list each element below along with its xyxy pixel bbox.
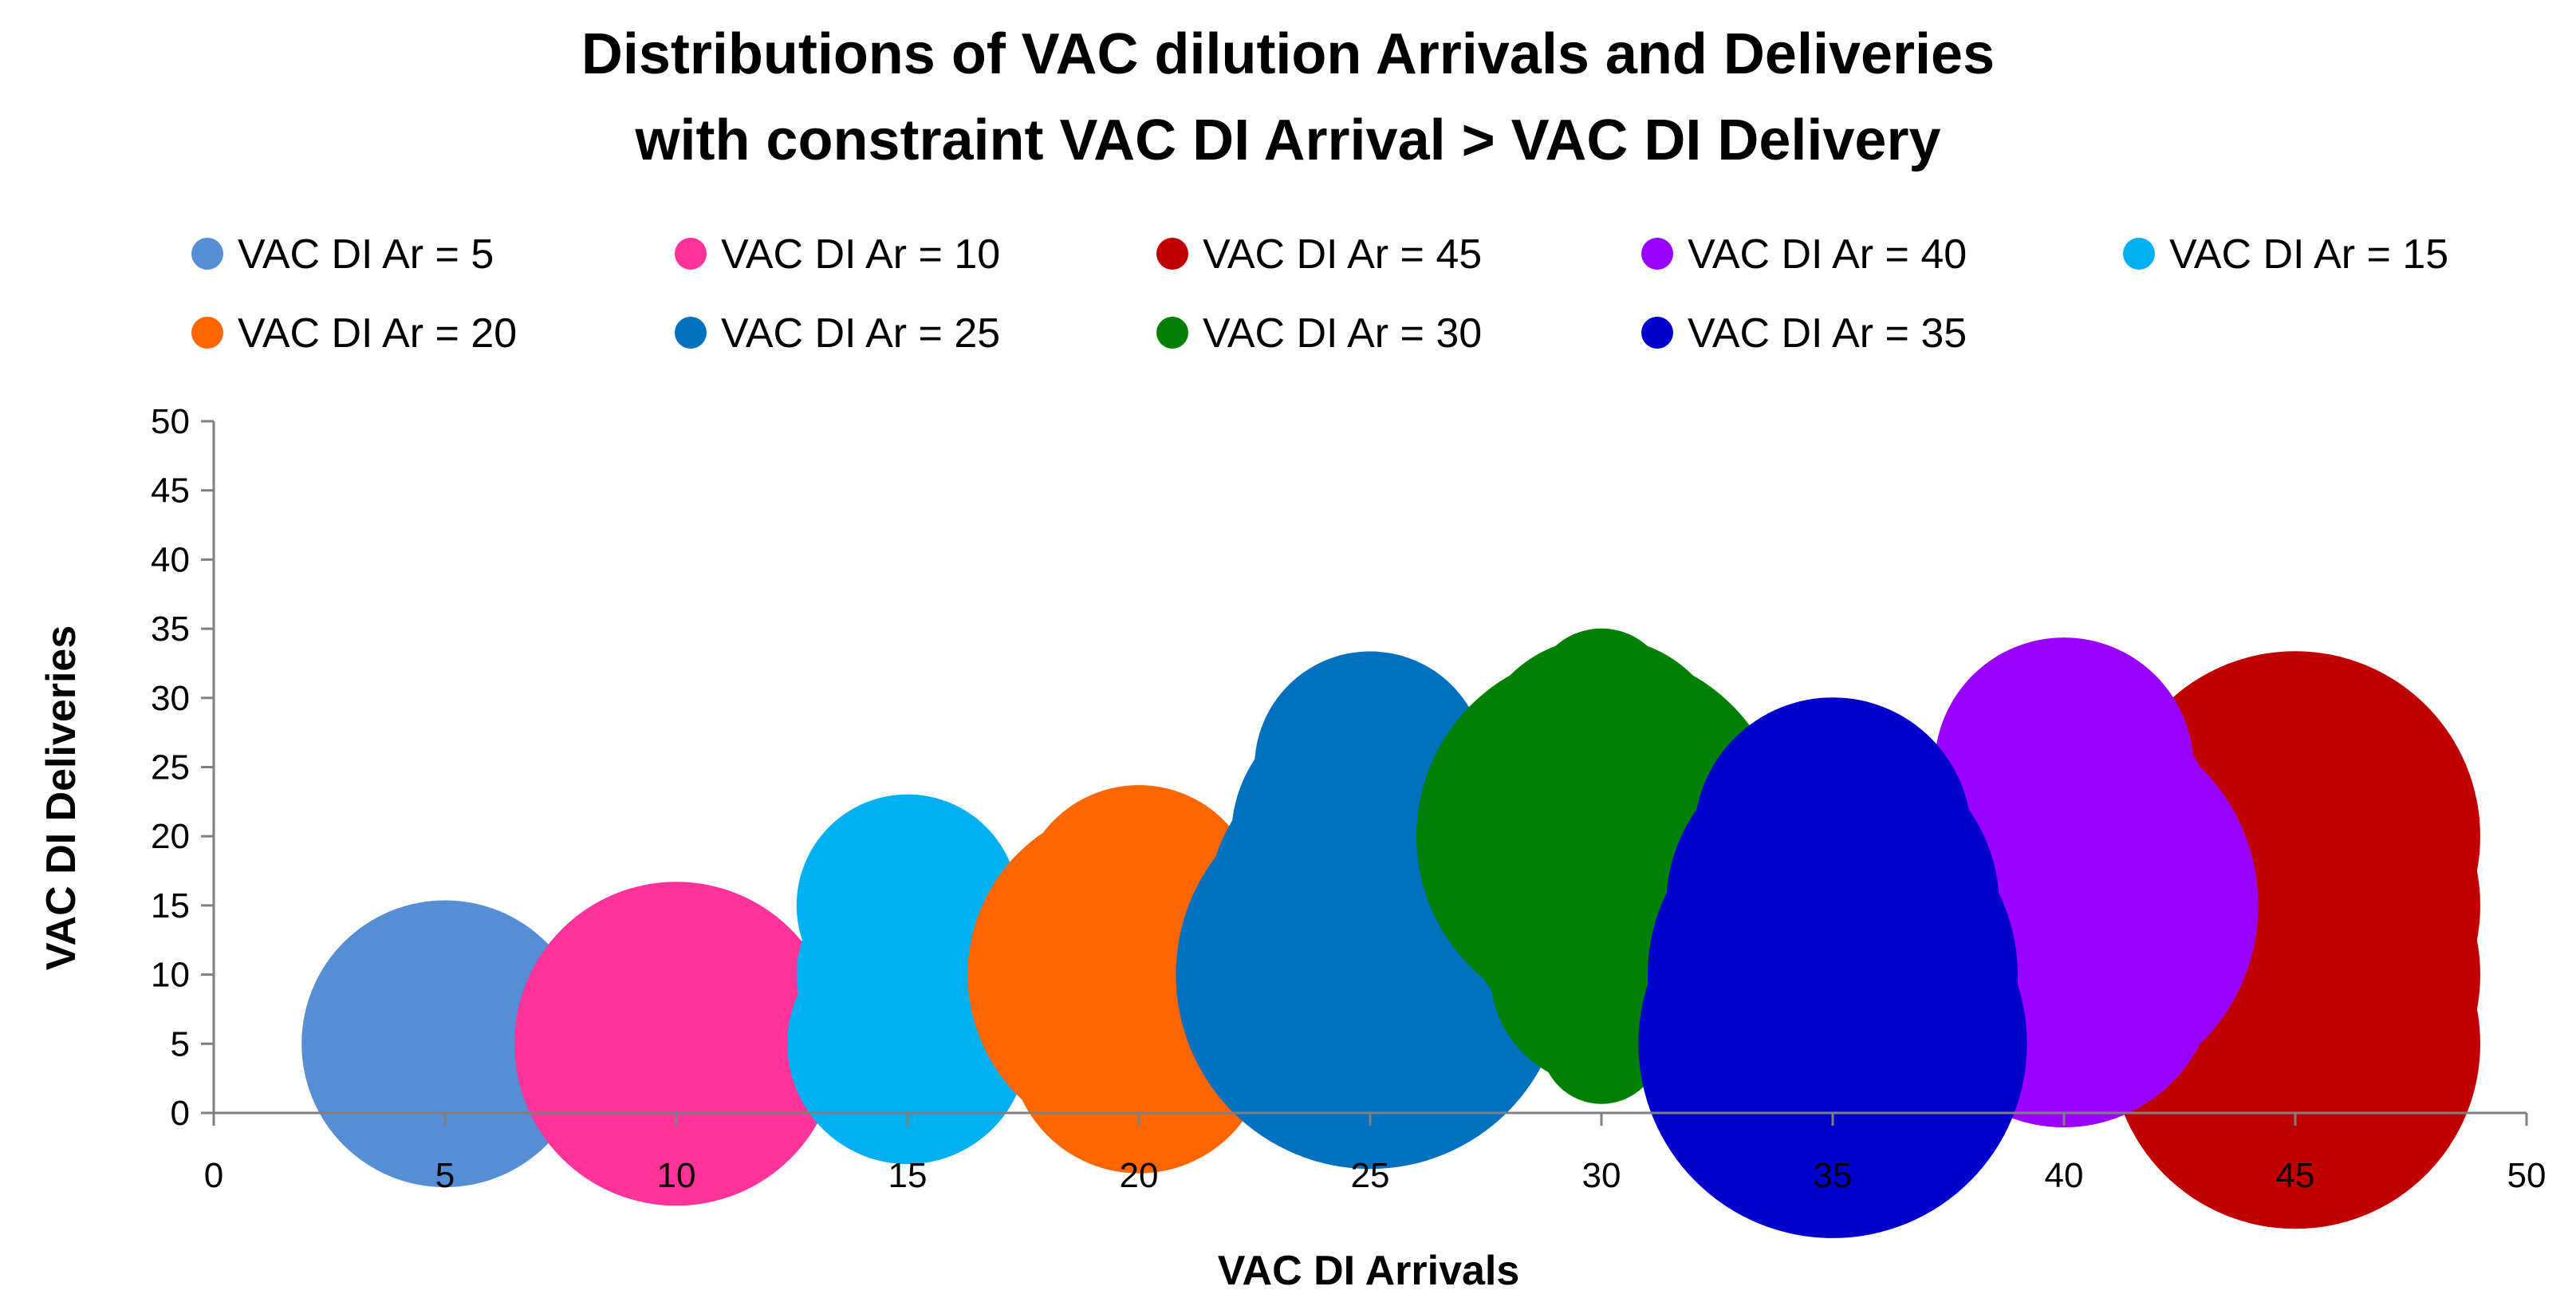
series-9: [1638, 697, 2027, 1238]
bubble-point: [301, 900, 589, 1188]
x-tick-label: 0: [204, 1156, 223, 1195]
y-tick-label: 5: [171, 1024, 190, 1063]
legend-label: VAC DI Ar = 25: [721, 310, 1000, 357]
bubble-point: [1245, 918, 1495, 1169]
legend-marker: [2123, 238, 2155, 270]
bubble-point: [1541, 983, 1662, 1104]
legend-item: VAC DI Ar = 20: [191, 310, 517, 357]
legend-marker: [191, 317, 223, 349]
x-tick-label: 20: [1120, 1156, 1159, 1195]
y-tick-label: 10: [151, 956, 190, 995]
series-1: [301, 900, 589, 1188]
legend-marker: [191, 238, 223, 270]
x-tick-label: 30: [1582, 1156, 1621, 1195]
y-tick-label: 20: [151, 817, 190, 856]
legend-label: VAC DI Ar = 30: [1203, 310, 1482, 357]
legend-label: VAC DI Ar = 20: [238, 310, 517, 357]
plot-area: [301, 628, 2480, 1238]
x-tick-label: 50: [2507, 1156, 2546, 1195]
legend-item: VAC DI Ar = 35: [1641, 310, 1967, 357]
y-tick-label: 15: [151, 886, 190, 925]
legend-marker: [1156, 238, 1188, 270]
legend: VAC DI Ar = 5 VAC DI Ar = 10 VAC DI Ar = 4…: [191, 231, 2448, 357]
legend-item: VAC DI Ar = 5: [191, 231, 494, 278]
legend-marker: [675, 238, 707, 270]
legend-item: VAC DI Ar = 40: [1641, 231, 1967, 278]
x-tick-label: 15: [888, 1156, 928, 1195]
legend-label: VAC DI Ar = 35: [1688, 310, 1967, 357]
y-tick-label: 0: [171, 1094, 190, 1133]
bubble-point: [1999, 979, 2129, 1109]
legend-marker: [1641, 317, 1673, 349]
axes: 0 5 10 15 20 25 30 35 40 45 50 0 5 10 15 20 25 30 35 40 45 50: [151, 402, 2546, 1195]
series-5: [787, 794, 1028, 1165]
y-tick-label: 45: [151, 472, 190, 511]
x-tick-label: 5: [435, 1156, 455, 1195]
legend-item: VAC DI Ar = 10: [675, 231, 1000, 278]
x-tick-label: 25: [1351, 1156, 1390, 1195]
chart-title: Distributions of VAC dilution Arrivals a…: [581, 22, 1995, 86]
x-tick-label: 45: [2276, 1156, 2315, 1195]
y-tick-label: 25: [151, 748, 190, 787]
legend-label: VAC DI Ar = 45: [1203, 231, 1482, 278]
bubble-point: [787, 923, 1028, 1165]
bubble-point: [1638, 849, 2027, 1238]
x-tick-label: 10: [657, 1156, 696, 1195]
legend-item: VAC DI Ar = 45: [1156, 231, 1482, 278]
y-tick-label: 30: [151, 679, 190, 718]
legend-marker: [1156, 317, 1188, 349]
chart-subtitle: with constraint VAC DI Arrival > VAC DI …: [634, 109, 1940, 172]
legend-label: VAC DI Ar = 5: [238, 231, 494, 278]
x-tick-label: 40: [2045, 1156, 2084, 1195]
legend-item: VAC DI Ar = 25: [675, 310, 1000, 357]
legend-item: VAC DI Ar = 15: [2123, 231, 2448, 278]
legend-item: VAC DI Ar = 30: [1156, 310, 1482, 357]
y-axis-title: VAC DI Deliveries: [38, 625, 85, 971]
legend-label: VAC DI Ar = 40: [1688, 231, 1967, 278]
legend-label: VAC DI Ar = 15: [2169, 231, 2448, 278]
x-axis-title: VAC DI Arrivals: [1218, 1248, 1520, 1294]
series-2: [514, 882, 838, 1206]
y-tick-label: 35: [151, 610, 190, 649]
legend-marker: [675, 317, 707, 349]
legend-marker: [1641, 238, 1673, 270]
bubble-point: [514, 882, 838, 1206]
y-tick-label: 50: [151, 402, 190, 441]
legend-label: VAC DI Ar = 10: [721, 231, 1000, 278]
x-tick-label: 35: [1814, 1156, 1853, 1195]
y-tick-label: 40: [151, 540, 190, 579]
